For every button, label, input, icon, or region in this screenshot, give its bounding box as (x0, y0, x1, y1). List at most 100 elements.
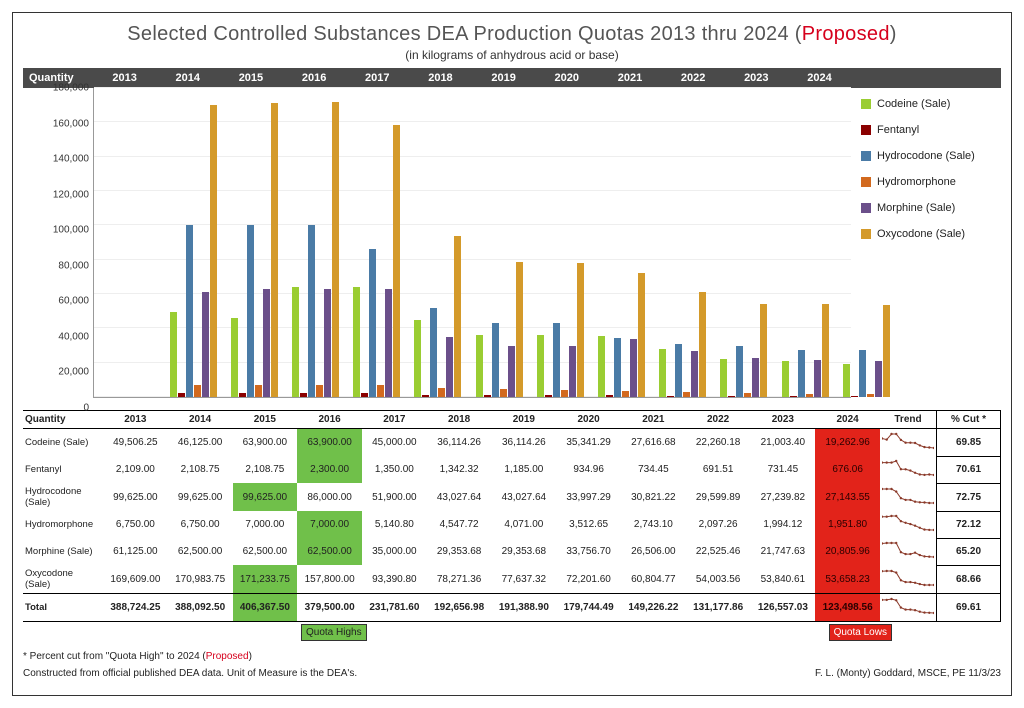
sparkline (880, 538, 937, 565)
header-year: 2019 (472, 72, 535, 84)
th-quantity: Quantity (23, 411, 103, 429)
chart-frame: Selected Controlled Substances DEA Produ… (12, 12, 1012, 696)
bar-hydromorphone (867, 394, 874, 397)
cell: 4,547.72 (427, 511, 492, 538)
cell: 2,300.00 (297, 456, 362, 483)
cut-cell: 69.85 (937, 429, 1001, 457)
title-main: Selected Controlled Substances DEA Produ… (127, 23, 801, 45)
y-tick: 40,000 (58, 331, 89, 342)
cell: 60,804.77 (621, 565, 686, 594)
cell: 61,125.00 (103, 538, 168, 565)
total-cell: 379,500.00 (297, 594, 362, 622)
cell: 53,840.61 (751, 565, 816, 594)
bar-hydromorphone (438, 388, 445, 397)
header-year: 2022 (662, 72, 725, 84)
cell: 1,342.32 (427, 456, 492, 483)
header-year: 2013 (93, 72, 156, 84)
cell: 33,756.70 (556, 538, 621, 565)
footnote: * Percent cut from "Quota High" to 2024 … (23, 651, 1001, 662)
cut-cell: 68.66 (937, 565, 1001, 594)
cell: 27,239.82 (751, 483, 816, 511)
y-tick: 180,000 (53, 83, 89, 94)
cell: 30,821.22 (621, 483, 686, 511)
cell: 1,951.80 (815, 511, 880, 538)
cell: 33,997.29 (556, 483, 621, 511)
bar-fentanyl (361, 393, 368, 397)
cell: 27,616.68 (621, 429, 686, 457)
chart-area: 020,00040,00060,00080,000100,000120,0001… (23, 88, 1001, 408)
cell: 4,071.00 (492, 511, 557, 538)
bar-fentanyl (728, 396, 735, 397)
bar-morphine (324, 289, 331, 397)
cell: 53,658.23 (815, 565, 880, 594)
th-year: 2016 (297, 411, 362, 429)
th-year: 2024 (815, 411, 880, 429)
bar-morphine (752, 358, 759, 397)
bar-oxycodone (883, 305, 890, 397)
table-row: Codeine (Sale)49,506.2546,125.0063,900.0… (23, 429, 1001, 457)
th-year: 2022 (686, 411, 751, 429)
total-cell: 149,226.22 (621, 594, 686, 622)
cell: 36,114.26 (427, 429, 492, 457)
cell: 36,114.26 (492, 429, 557, 457)
bar-oxycodone (454, 236, 461, 397)
bar-hydrocodone (736, 346, 743, 397)
legend-label: Oxycodone (Sale) (877, 228, 965, 240)
legend-item-morphine: Morphine (Sale) (861, 202, 997, 214)
th-year: 2014 (168, 411, 233, 429)
bar-morphine (263, 289, 270, 397)
header-year: 2024 (788, 72, 851, 84)
bar-codeine (231, 318, 238, 397)
cell: 169,609.00 (103, 565, 168, 594)
cell: 46,125.00 (168, 429, 233, 457)
bar-codeine (353, 287, 360, 397)
row-label: Hydromorphone (23, 511, 103, 538)
cell: 49,506.25 (103, 429, 168, 457)
sparkline (880, 565, 937, 594)
cut-cell: 72.12 (937, 511, 1001, 538)
bar-oxycodone (760, 304, 767, 397)
bar-fentanyl (667, 396, 674, 397)
bar-codeine (843, 364, 850, 397)
legend-item-hydromorphone: Hydromorphone (861, 176, 997, 188)
cell: 29,353.68 (492, 538, 557, 565)
quota-low-badge: Quota Lows (829, 624, 892, 641)
bar-morphine (385, 289, 392, 397)
th-year: 2013 (103, 411, 168, 429)
sparkline (880, 429, 937, 457)
badge-row: Quota Highs Quota Lows (23, 624, 1001, 641)
table-row: Hydromorphone6,750.006,750.007,000.007,0… (23, 511, 1001, 538)
page-title: Selected Controlled Substances DEA Produ… (23, 23, 1001, 46)
footer-left: Constructed from official published DEA … (23, 668, 357, 679)
row-label: Codeine (Sale) (23, 429, 103, 457)
legend-label: Morphine (Sale) (877, 202, 955, 214)
bar-oxycodone (393, 125, 400, 397)
cell: 43,027.64 (427, 483, 492, 511)
header-year: 2020 (535, 72, 598, 84)
cell: 7,000.00 (233, 511, 298, 538)
th-cut: % Cut * (937, 411, 1001, 429)
th-trend: Trend (880, 411, 937, 429)
legend-label: Hydrocodone (Sale) (877, 150, 975, 162)
bar-fentanyl (239, 393, 246, 397)
cell: 934.96 (556, 456, 621, 483)
cell: 35,000.00 (362, 538, 427, 565)
y-tick: 60,000 (58, 296, 89, 307)
bar-hydrocodone (614, 338, 621, 397)
cell: 731.45 (751, 456, 816, 483)
bar-morphine (446, 337, 453, 397)
legend-label: Hydromorphone (877, 176, 956, 188)
bar-fentanyl (422, 395, 429, 397)
table-row: Hydrocodone (Sale)99,625.0099,625.0099,6… (23, 483, 1001, 511)
legend-swatch (861, 99, 871, 109)
cell: 26,506.00 (621, 538, 686, 565)
bar-fentanyl (851, 396, 858, 397)
total-sparkline (880, 594, 937, 622)
cell: 22,260.18 (686, 429, 751, 457)
cell: 78,271.36 (427, 565, 492, 594)
total-cell: 388,724.25 (103, 594, 168, 622)
y-tick: 80,000 (58, 260, 89, 271)
legend-label: Codeine (Sale) (877, 98, 950, 110)
cell: 1,185.00 (492, 456, 557, 483)
cell: 2,109.00 (103, 456, 168, 483)
